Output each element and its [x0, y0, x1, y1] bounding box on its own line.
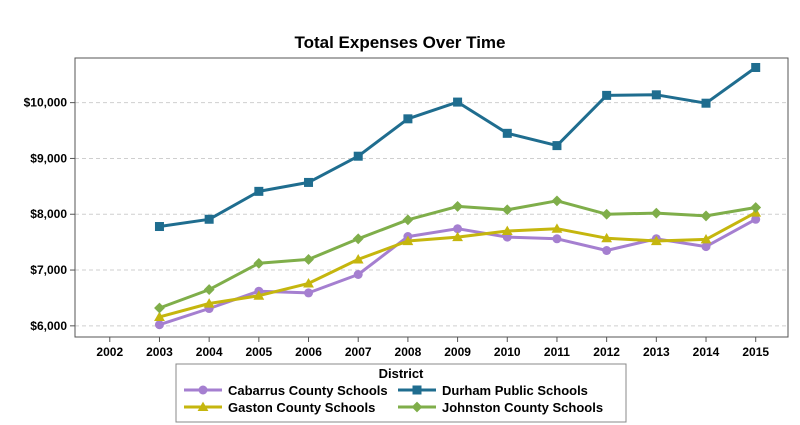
- data-point: [254, 186, 264, 196]
- data-point: [651, 90, 661, 100]
- x-tick-label: 2008: [395, 345, 422, 359]
- data-point: [551, 223, 563, 233]
- data-point: [700, 210, 712, 222]
- x-tick-label: 2004: [196, 345, 223, 359]
- y-axis: $6,000 $7,000 $8,000 $9,000 $10,000: [24, 96, 75, 333]
- x-tick-label: 2005: [245, 345, 272, 359]
- legend-item: Durham Public Schools: [398, 383, 588, 398]
- data-point: [650, 207, 662, 219]
- data-point: [551, 195, 563, 207]
- x-tick-label: 2011: [544, 345, 570, 359]
- data-point: [203, 284, 215, 295]
- x-tick-label: 2014: [693, 345, 720, 359]
- series-johnston-county-schools: [154, 195, 762, 314]
- data-point: [304, 288, 314, 298]
- legend-title: District: [379, 366, 424, 381]
- data-point: [552, 141, 562, 151]
- data-point: [154, 311, 165, 321]
- legend-item: Cabarrus County Schools: [184, 383, 388, 398]
- data-point: [203, 298, 215, 308]
- series-group: [154, 62, 762, 330]
- data-point: [700, 233, 712, 244]
- y-tick-label: $8,000: [30, 207, 67, 221]
- data-point: [304, 177, 314, 187]
- data-point: [402, 235, 414, 246]
- data-point: [253, 290, 265, 300]
- data-point: [501, 204, 513, 216]
- legend-label: Durham Public Schools: [442, 383, 588, 398]
- legend: District Cabarrus County Schools Durham P…: [175, 363, 627, 423]
- x-tick-label: 2003: [146, 345, 173, 359]
- x-tick-label: 2010: [494, 345, 521, 359]
- data-point: [452, 231, 463, 242]
- data-point: [154, 320, 164, 330]
- data-point: [403, 114, 413, 124]
- data-point: [154, 222, 164, 232]
- data-point: [453, 97, 463, 107]
- x-axis: 2002 2003 2004 2005 2006 2007 2008 2009 2010 2011…: [96, 337, 769, 359]
- chart-title: Total Expenses Over Time: [294, 33, 505, 52]
- data-point: [303, 254, 314, 265]
- x-tick-label: 2007: [345, 345, 372, 359]
- data-point: [453, 224, 463, 234]
- data-point: [452, 201, 463, 212]
- data-point: [412, 385, 422, 395]
- y-tick-label: $7,000: [30, 263, 67, 277]
- data-point: [501, 225, 513, 236]
- x-tick-label: 2012: [593, 345, 620, 359]
- data-point: [502, 128, 512, 138]
- data-point: [750, 202, 762, 213]
- data-point: [352, 233, 364, 245]
- data-point: [602, 90, 612, 100]
- data-point: [602, 246, 612, 256]
- data-point: [198, 385, 208, 395]
- data-point: [253, 257, 265, 269]
- data-point: [411, 401, 423, 413]
- data-point: [552, 234, 562, 244]
- plot-frame: [74, 57, 789, 338]
- x-tick-label: 2015: [742, 345, 769, 359]
- data-point: [701, 98, 711, 108]
- x-tick-label: 2006: [295, 345, 322, 359]
- data-point: [353, 151, 363, 161]
- data-point: [303, 278, 314, 288]
- data-point: [204, 214, 214, 224]
- legend-label: Gaston County Schools: [228, 400, 375, 415]
- legend-box: [175, 363, 627, 423]
- legend-label: Cabarrus County Schools: [228, 383, 388, 398]
- data-point: [154, 302, 165, 314]
- x-tick-label: 2002: [96, 345, 123, 359]
- y-tick-label: $9,000: [30, 151, 67, 165]
- series-line: [158, 199, 756, 310]
- legend-item: Gaston County Schools: [184, 400, 375, 415]
- y-tick-label: $10,000: [24, 96, 68, 110]
- data-point: [197, 401, 209, 412]
- data-point: [601, 208, 613, 220]
- series-gaston-county-schools: [154, 207, 762, 321]
- x-tick-label: 2009: [444, 345, 471, 359]
- data-point: [751, 214, 761, 224]
- data-point: [701, 242, 711, 252]
- data-point: [751, 62, 761, 72]
- x-tick-label: 2013: [643, 345, 670, 359]
- data-point: [601, 232, 613, 243]
- data-point: [353, 270, 363, 280]
- legend-label: Johnston County Schools: [442, 400, 603, 415]
- y-tick-label: $6,000: [30, 319, 67, 333]
- data-point: [402, 214, 414, 226]
- legend-item: Johnston County Schools: [398, 400, 603, 415]
- data-point: [352, 254, 364, 264]
- data-point: [650, 235, 662, 246]
- series-durham-public-schools: [154, 62, 761, 232]
